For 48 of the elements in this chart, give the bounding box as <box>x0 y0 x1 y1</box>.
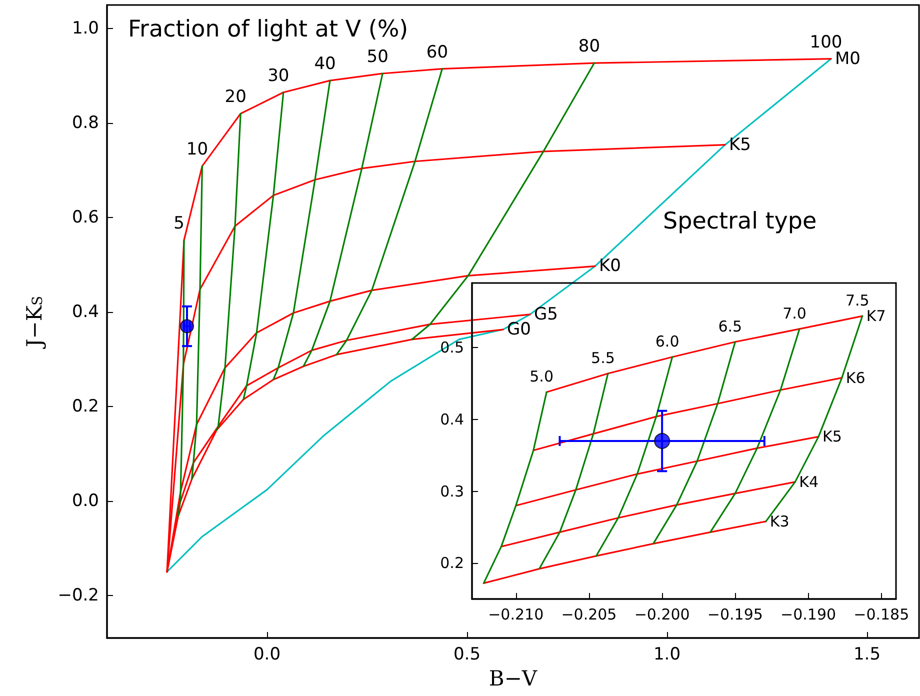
x-axis-title: B−V <box>488 666 538 690</box>
series-label: K7 <box>866 307 886 326</box>
y-tick-label: 0.5 <box>440 338 464 357</box>
y-tick-label: 0.8 <box>72 113 99 134</box>
series-label: K6 <box>846 368 866 387</box>
series-label: 5.5 <box>591 348 615 367</box>
x-tick-label: −0.205 <box>561 606 617 624</box>
annotation: Spectral type <box>663 208 817 234</box>
series-label: G5 <box>534 304 558 324</box>
annotation: Fraction of light at V (%) <box>128 16 408 42</box>
y-tick-label: 0.4 <box>72 302 99 322</box>
series-label: 10 <box>186 140 208 160</box>
y-tick-label: 0.3 <box>440 482 464 500</box>
y-tick-label: 0.6 <box>72 208 99 228</box>
x-tick-label: −0.190 <box>780 606 836 624</box>
series-label: G0 <box>507 320 531 340</box>
y-tick-label: 0.2 <box>72 396 99 417</box>
series-label: 7.0 <box>782 304 806 322</box>
y-tick-label: 0.4 <box>440 410 464 428</box>
series-label: 80 <box>578 36 600 57</box>
x-tick-label: 1.0 <box>653 644 681 664</box>
series-label: 5.0 <box>530 368 554 386</box>
y-tick-label: 1.0 <box>72 18 99 39</box>
x-tick-label: −0.195 <box>707 606 763 624</box>
series-label: K5 <box>822 428 842 446</box>
y-axis-title: J−KS <box>22 296 46 350</box>
series-label: K0 <box>599 256 621 276</box>
x-tick-label: −0.210 <box>488 606 544 624</box>
series-label: 50 <box>366 46 388 67</box>
series-label: K5 <box>729 134 751 155</box>
x-tick-label: 0.5 <box>453 644 481 664</box>
series-label: 6.5 <box>718 317 742 336</box>
x-tick-label: −0.185 <box>854 606 910 624</box>
series-label: K4 <box>799 472 819 491</box>
series-label: K3 <box>770 512 790 530</box>
y-tick-label: 0.0 <box>72 491 99 512</box>
series-label: 30 <box>268 66 290 86</box>
x-tick-label: 1.5 <box>853 644 881 664</box>
x-tick-label: −0.200 <box>634 606 690 624</box>
series-label: 60 <box>426 42 448 62</box>
y-tick-label: 0.2 <box>440 554 464 572</box>
series-label: 40 <box>314 54 336 74</box>
series-label: 7.5 <box>845 292 870 310</box>
series-label: 6.0 <box>655 332 680 350</box>
x-tick-label: 0.0 <box>253 644 281 664</box>
series-label: 5 <box>174 214 184 234</box>
y-tick-label: −0.2 <box>58 585 99 606</box>
series-label: 20 <box>224 87 246 108</box>
